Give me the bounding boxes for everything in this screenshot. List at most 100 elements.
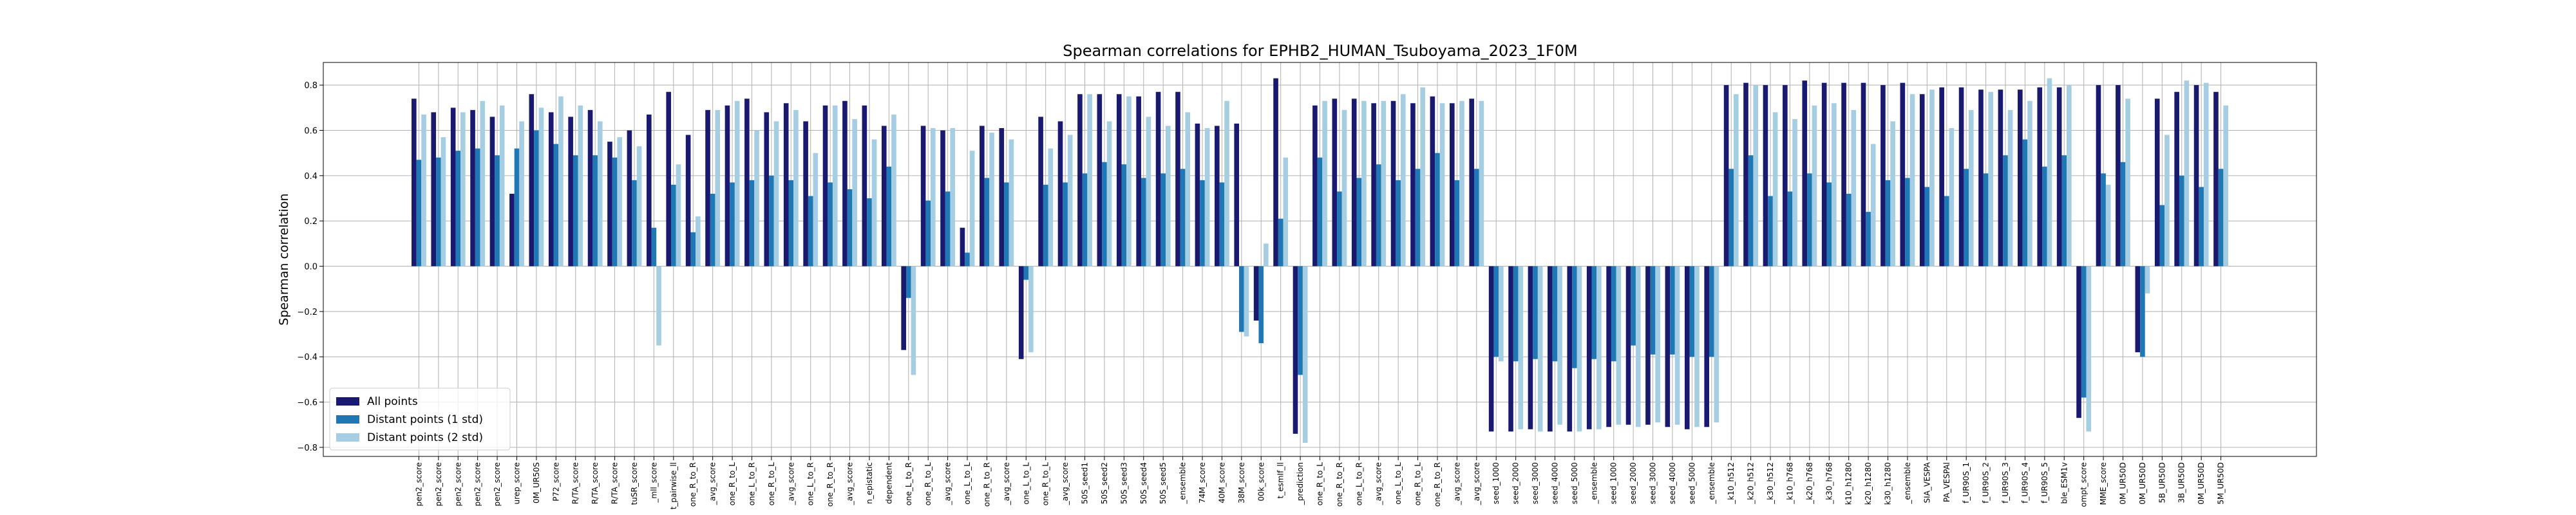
bar (2007, 109, 2013, 267)
legend-label: Distant points (1 std) (367, 413, 483, 426)
bar (1018, 266, 1024, 359)
x-tick-label: seed_3000 (1531, 462, 1540, 504)
bar (1332, 98, 1338, 267)
bar (1674, 266, 1680, 425)
bar (1459, 100, 1464, 267)
bar (1866, 212, 1871, 267)
bar (1964, 169, 1969, 267)
bar (1508, 266, 1513, 432)
bar (1474, 169, 1479, 267)
bar (1885, 180, 1891, 267)
bar (1684, 266, 1690, 429)
x-tick-label: seed_4000 (1550, 462, 1559, 504)
bar (1988, 91, 1994, 267)
x-tick-label: seed_3000 (1649, 462, 1658, 504)
bar (2047, 78, 2052, 267)
bar (1704, 266, 1709, 427)
bar (2120, 162, 2126, 267)
bar (440, 137, 446, 267)
legend-label: Distant points (2 std) (367, 431, 483, 444)
bar (1537, 266, 1543, 432)
x-tick-label: 0M_UR50D (2119, 462, 2128, 505)
x-tick-label: _avg_score (708, 462, 717, 505)
x-tick-label: one_L_to_R (747, 462, 756, 505)
x-tick-label: one_L_to_L (963, 462, 972, 505)
bar (905, 266, 911, 298)
bar (548, 112, 554, 267)
bar (901, 266, 906, 350)
bar (1244, 266, 1249, 337)
bar (1215, 126, 1220, 267)
x-tick-label: _k20_h512 (1747, 462, 1756, 505)
bar (920, 126, 926, 267)
x-tick-label: k10_h1280 (1844, 462, 1853, 505)
bar (1772, 112, 1778, 267)
bar (980, 126, 985, 267)
bar (2042, 166, 2047, 267)
bar (2022, 139, 2028, 267)
bar (1787, 191, 1793, 267)
x-tick-label: ompt_score (2079, 462, 2088, 507)
bar (1028, 266, 1034, 353)
x-tick-label: pen2_score (473, 462, 482, 506)
x-tick-label: pen2_score (414, 462, 423, 506)
x-tick-label: R/TA_score (591, 462, 600, 504)
bar (2135, 266, 2141, 353)
bar (1518, 266, 1524, 429)
bar (2018, 89, 2023, 267)
bar (1944, 196, 1949, 267)
bar (573, 155, 578, 267)
x-tick-label: 50S_seed3 (1119, 462, 1128, 504)
x-tick-label: f_UR90S_3 (2001, 462, 2010, 503)
bar (2037, 87, 2043, 267)
bar (945, 191, 951, 267)
bar (690, 232, 696, 267)
x-tick-label: one_R_to_L (923, 462, 933, 506)
x-tick-label: _ensemble (1179, 462, 1188, 505)
bar (1499, 266, 1504, 362)
bar (558, 96, 564, 267)
bar (1832, 103, 1837, 267)
x-tick-label: seed_5000 (1570, 462, 1579, 504)
bar (1077, 94, 1083, 267)
bar (1400, 94, 1406, 267)
bar (950, 128, 956, 267)
bar (1905, 178, 1910, 267)
bar (612, 157, 618, 267)
bar (1728, 169, 1734, 267)
bar (421, 114, 426, 267)
bar (2003, 155, 2008, 267)
bar (489, 117, 495, 267)
x-tick-label: 74M_score (1198, 462, 1207, 503)
bar (1533, 266, 1538, 359)
x-tick-label: one_R_to_R (826, 462, 835, 507)
x-tick-label: 3B_UR50D (2177, 462, 2186, 503)
bar (881, 126, 887, 267)
x-tick-label: _prediction (1296, 462, 1305, 505)
bar (470, 109, 475, 267)
bar (431, 112, 437, 267)
bar (1224, 100, 1229, 267)
bar (632, 180, 637, 267)
bar (1890, 121, 1895, 267)
bar (724, 105, 730, 267)
bar (1180, 169, 1186, 267)
bar (1709, 266, 1714, 357)
bar (1900, 82, 1906, 267)
bar (940, 130, 945, 267)
bar (627, 130, 632, 267)
bar (651, 227, 657, 267)
bar (1390, 100, 1396, 267)
bar (769, 175, 774, 267)
x-tick-label: f_UR90S_5 (2040, 462, 2049, 503)
bar (2101, 173, 2106, 267)
x-tick-label: 40M_score (1217, 462, 1226, 503)
bar (867, 198, 872, 267)
bar (1155, 91, 1161, 267)
bar (1435, 153, 1440, 267)
bar (1396, 180, 1401, 267)
bar (1949, 128, 1955, 267)
bar (1572, 266, 1577, 368)
y-tick-label: 0.8 (304, 81, 317, 91)
x-tick-label: R/TA_score (611, 462, 620, 504)
